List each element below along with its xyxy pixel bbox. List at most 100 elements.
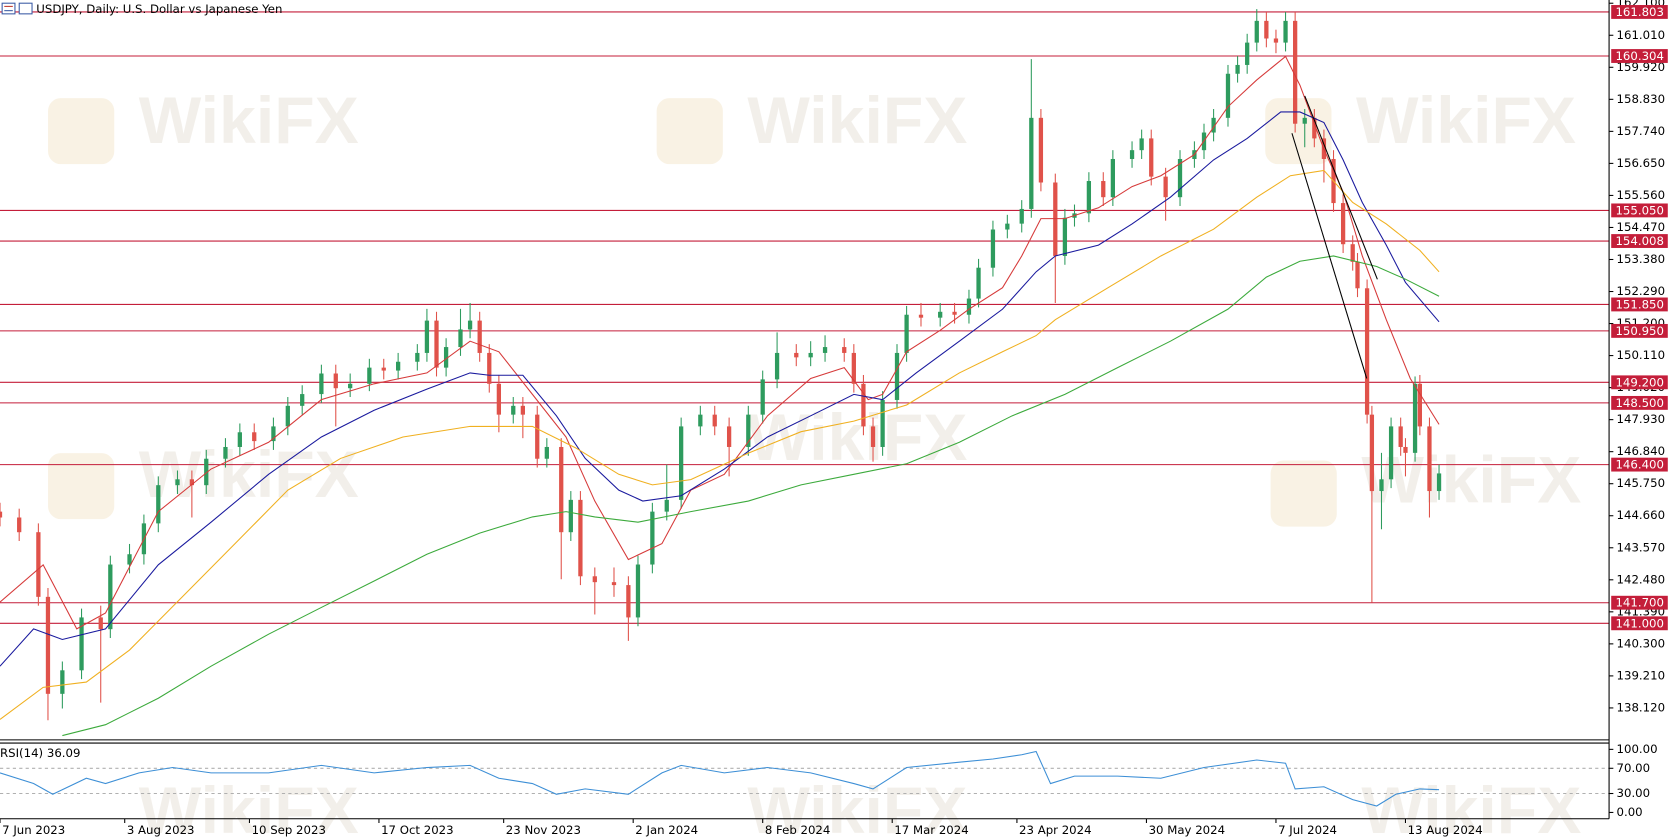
candle-body xyxy=(1364,288,1370,415)
candle-body xyxy=(726,426,732,447)
candle-body xyxy=(918,314,924,318)
candle-body xyxy=(333,373,338,389)
candle-body xyxy=(592,576,597,583)
level-label-bg xyxy=(1611,297,1668,312)
levels xyxy=(0,11,1610,624)
level-label-bg xyxy=(1611,616,1668,631)
watermark-logo xyxy=(1270,460,1337,527)
chart-title: USDJPY, Daily: U.S. Dollar vs Japanese Y… xyxy=(36,2,282,16)
candle-body xyxy=(223,446,228,459)
candle-body xyxy=(1149,138,1154,177)
level-label: 155.050 xyxy=(1615,203,1664,217)
y-tick-label: 142.480 xyxy=(1617,572,1666,586)
y-tick-label: 158.830 xyxy=(1617,92,1666,106)
candle-body xyxy=(664,499,669,512)
moving-average xyxy=(0,55,1440,630)
candle-body xyxy=(396,361,401,371)
candle-body xyxy=(1038,117,1044,183)
candle-body xyxy=(204,458,209,486)
rsi-pane xyxy=(0,750,1610,807)
candle-body xyxy=(698,414,703,427)
candle-body xyxy=(966,298,972,315)
candle-body xyxy=(189,479,195,486)
candle-body xyxy=(990,229,996,268)
candle-body xyxy=(252,432,257,442)
candle-body xyxy=(568,499,573,533)
y-tick-label: 155.560 xyxy=(1617,188,1666,202)
candle-body xyxy=(381,367,386,371)
candle-body xyxy=(880,399,885,447)
rsi-tick-label: 30.00 xyxy=(1617,786,1651,800)
candle-body xyxy=(1379,479,1384,492)
x-tick-label: 7 Jun 2023 xyxy=(2,823,65,837)
level-label-bg xyxy=(1611,49,1668,63)
y-tick-label: 150.110 xyxy=(1617,348,1666,362)
level-label: 149.200 xyxy=(1615,375,1664,389)
candle-body xyxy=(1312,117,1317,139)
trend-line xyxy=(1304,95,1378,280)
watermark: WikiFX xyxy=(139,438,359,512)
candle-body xyxy=(861,383,866,427)
candle-body xyxy=(319,373,324,395)
y-tick-label: 139.210 xyxy=(1617,668,1666,682)
candle-body xyxy=(1086,181,1092,214)
candle-body xyxy=(1355,261,1360,289)
candle-body xyxy=(611,582,617,586)
candle-body xyxy=(559,446,564,533)
rsi-tick-label: 0.00 xyxy=(1617,805,1643,819)
candle-body xyxy=(774,352,780,380)
candle-body xyxy=(300,394,305,406)
candle-body xyxy=(1369,414,1375,492)
watermark-logo xyxy=(48,98,115,165)
candle-body xyxy=(60,670,65,694)
candle-body xyxy=(1211,117,1216,133)
candle-body xyxy=(626,585,631,618)
candle-body xyxy=(1417,383,1422,427)
x-tick-label: 23 Nov 2023 xyxy=(506,823,581,837)
candle-body xyxy=(1019,208,1024,224)
level-label: 154.008 xyxy=(1615,234,1664,248)
level-label: 146.400 xyxy=(1615,458,1664,472)
candle-body xyxy=(511,405,516,415)
x-tick-label: 8 Feb 2024 xyxy=(765,823,831,837)
y-tick-label: 153.380 xyxy=(1617,252,1666,266)
x-tick-label: 3 Aug 2023 xyxy=(127,823,195,837)
level-label: 141.700 xyxy=(1615,596,1664,610)
rsi-tick-label: 70.00 xyxy=(1617,761,1651,775)
y-tick-label: 156.650 xyxy=(1617,156,1666,170)
level-label-bg xyxy=(1611,595,1668,610)
x-tick-label: 7 Jul 2024 xyxy=(1278,823,1337,837)
candle-body xyxy=(424,320,430,353)
candle-body xyxy=(467,320,473,330)
watermark-logo xyxy=(48,453,115,520)
candle-body xyxy=(98,617,103,630)
x-tick-label: 17 Oct 2023 xyxy=(381,823,454,837)
candle-body xyxy=(635,564,641,618)
candle-body xyxy=(79,617,84,671)
candle-body xyxy=(1005,223,1010,230)
level-label: 160.304 xyxy=(1615,49,1664,63)
candle-body xyxy=(1403,446,1408,453)
candle-body xyxy=(1110,158,1115,198)
candle-body xyxy=(0,511,3,518)
candle-body xyxy=(1062,217,1068,256)
candle-body xyxy=(367,367,372,384)
plot-area xyxy=(0,9,1442,737)
candle-body xyxy=(851,352,856,384)
candle-body xyxy=(1350,244,1355,262)
rsi-tick-label: 100.00 xyxy=(1617,742,1658,756)
y-tick-label: 138.120 xyxy=(1617,700,1666,714)
candle-body xyxy=(45,596,51,694)
trend-lines xyxy=(1291,95,1378,379)
level-label-bg xyxy=(1611,395,1668,410)
x-tick-label: 2 Jan 2024 xyxy=(635,823,698,837)
y-tick-label: 154.470 xyxy=(1617,220,1666,234)
x-tick-label: 10 Sep 2023 xyxy=(252,823,326,837)
candle-body xyxy=(156,485,161,524)
y-tick-label: 143.570 xyxy=(1617,540,1666,554)
candle-body xyxy=(175,479,180,486)
candle-body xyxy=(17,517,22,533)
moving-average xyxy=(0,169,1440,720)
candle-body xyxy=(1273,38,1279,43)
